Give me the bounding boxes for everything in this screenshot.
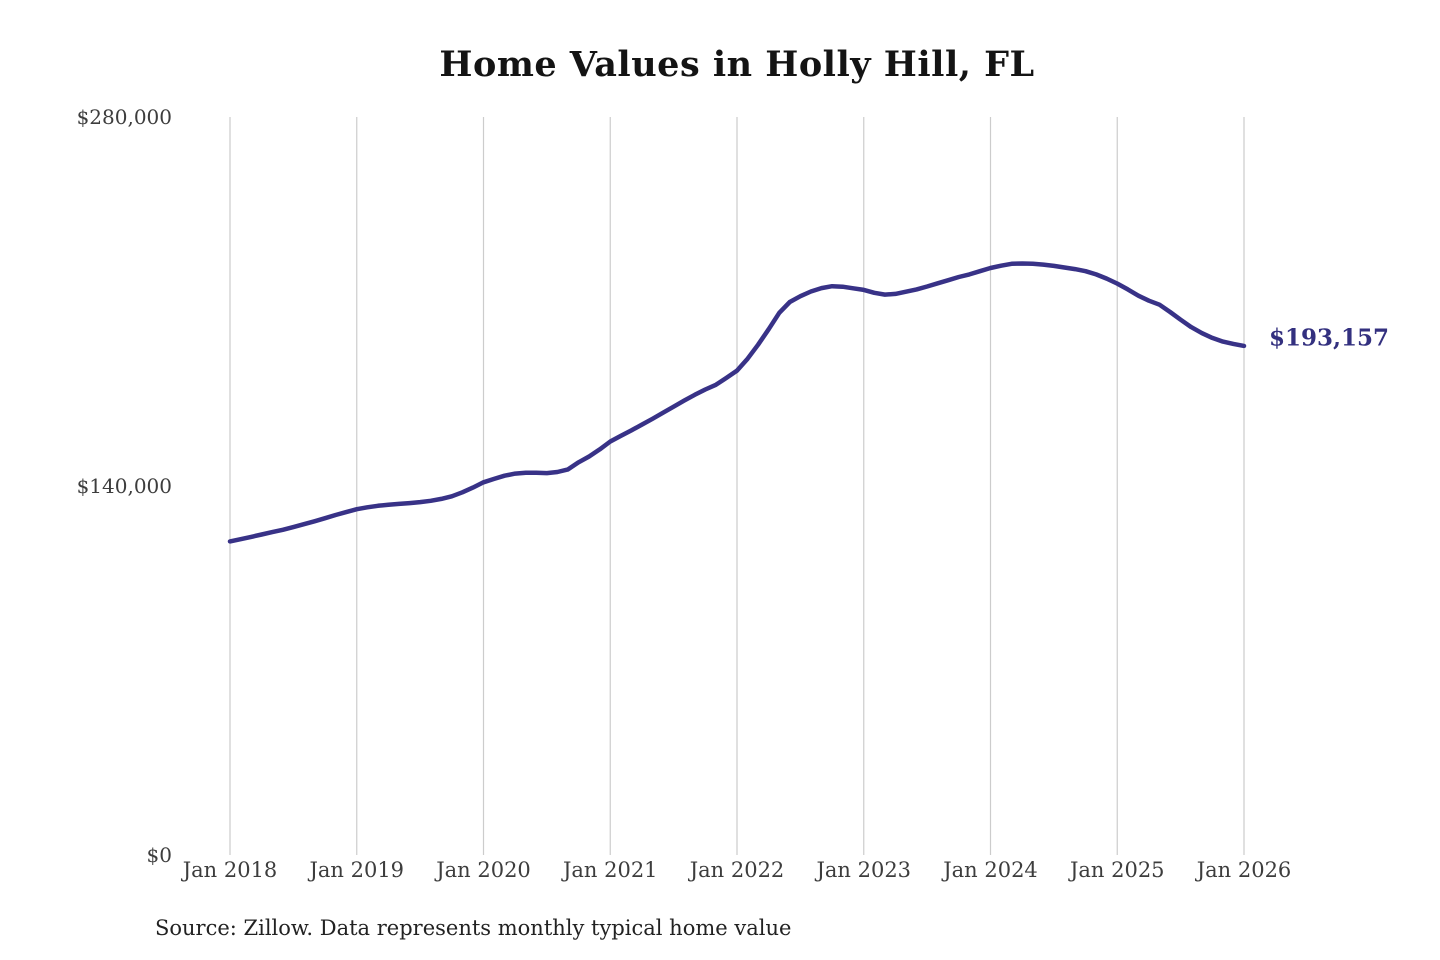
x-axis-tick-jan-2021: Jan 2021 (562, 858, 658, 882)
x-axis-tick-jan-2023: Jan 2023 (816, 858, 912, 882)
x-axis-tick-jan-2020: Jan 2020 (436, 858, 531, 882)
x-axis-tick-jan-2025: Jan 2025 (1069, 858, 1165, 882)
chart-title: Home Values in Holly Hill, FL (439, 44, 1035, 85)
y-axis-tick-280000: $280,000 (76, 105, 172, 129)
y-axis-tick-140000: $140,000 (76, 474, 172, 498)
x-axis-tick-jan-2018: Jan 2018 (182, 858, 278, 882)
latest-value-label: $193,157 (1269, 324, 1390, 352)
home-value-line (227, 261, 1247, 544)
x-axis-tick-jan-2026: Jan 2026 (1196, 858, 1292, 882)
source-note: Source: Zillow. Data represents monthly … (155, 916, 792, 940)
x-axis-tick-jan-2019: Jan 2019 (309, 858, 405, 882)
x-axis-tick-jan-2022: Jan 2022 (689, 858, 785, 882)
x-axis-tick-jan-2024: Jan 2024 (943, 858, 1038, 882)
y-axis-tick-0: $0 (146, 843, 172, 867)
